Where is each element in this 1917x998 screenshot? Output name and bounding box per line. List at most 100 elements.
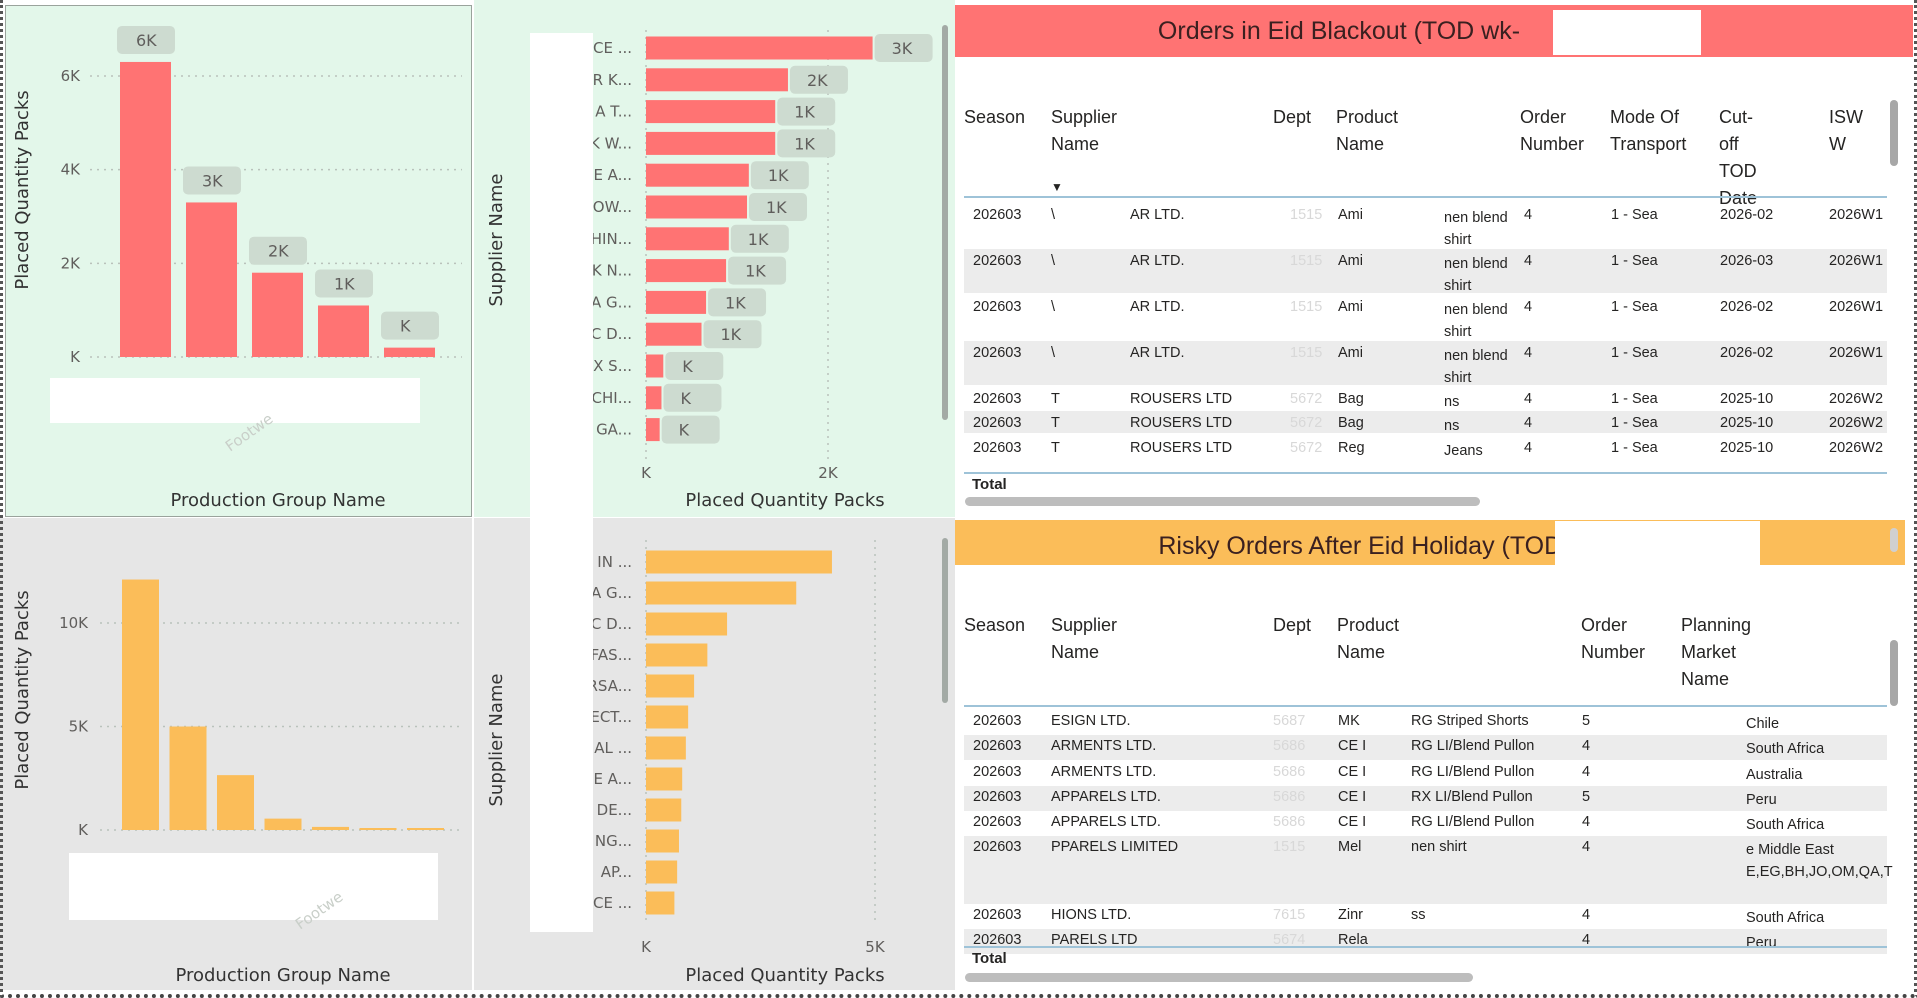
vertical-scrollbar[interactable]: [1890, 528, 1898, 552]
vertical-scrollbar[interactable]: [942, 25, 948, 420]
bar[interactable]: [646, 612, 728, 636]
product-cell: RG Striped Shorts: [1411, 713, 1529, 729]
planning-market-cell: Chile: [1746, 713, 1779, 735]
bar[interactable]: [318, 305, 369, 357]
table-row[interactable]: 202603 PARELS LTD 5674 Rela 4 Peru: [0, 929, 1917, 954]
x-tick-label: 5K: [865, 938, 886, 956]
bar[interactable]: [120, 61, 171, 357]
y-tick-label: K W...: [590, 134, 632, 152]
bar[interactable]: [646, 418, 660, 442]
bar[interactable]: [264, 818, 302, 830]
bar[interactable]: [122, 579, 159, 830]
bar[interactable]: [646, 860, 678, 884]
bar[interactable]: [646, 643, 708, 667]
data-label-bg: [749, 193, 808, 221]
table-row[interactable]: 202603 ARMENTS LTD. 5686 CE I RG LI/Blend Pu…: [0, 761, 1917, 786]
table-row[interactable]: 202603 APPARELS LTD. 5686 CE I RX LI/Blend P…: [0, 786, 1917, 811]
bar[interactable]: [646, 891, 675, 915]
x-axis-title: Production Group Name: [170, 490, 385, 511]
bar[interactable]: [186, 202, 237, 357]
bar[interactable]: [359, 828, 397, 830]
bar[interactable]: [646, 36, 873, 60]
product-cell: nen blend shirt: [1444, 299, 1508, 343]
bar[interactable]: [646, 674, 695, 698]
table-row[interactable]: 202603 PPARELS LIMITED 1515 Mel nen shirt 4 e …: [0, 836, 1917, 904]
bar[interactable]: [646, 354, 664, 378]
mode-of-transport-cell: 1 - Sea: [1611, 207, 1658, 223]
season-cell: 202603: [973, 789, 1022, 805]
column-header-line: Order: [1520, 107, 1567, 127]
bar[interactable]: [646, 131, 776, 155]
horizontal-scrollbar[interactable]: [965, 973, 1473, 982]
column-header-line: Transport: [1610, 134, 1687, 154]
order-number-cell: 4: [1582, 907, 1591, 923]
supplier-cell: \: [1051, 345, 1056, 361]
column-header-line: Dept: [1273, 107, 1312, 127]
bar[interactable]: [646, 227, 729, 251]
data-label: K: [680, 389, 691, 408]
product-cell-line: ns: [1444, 418, 1460, 434]
product-cell: Reg: [1338, 440, 1365, 456]
vertical-scrollbar[interactable]: [1890, 640, 1898, 706]
isw-week-cell: 2026W1: [1829, 253, 1884, 269]
bar[interactable]: [646, 829, 679, 853]
vertical-scrollbar[interactable]: [942, 538, 948, 703]
table-row[interactable]: 202603 T ROUSERS LTD 5672 Bag ns 4 1 - Sea 2025-…: [0, 387, 1917, 410]
table-row[interactable]: 202603 HIONS LTD. 7615 Zinr ss 4 South Africa: [0, 904, 1917, 929]
bar[interactable]: [646, 736, 686, 760]
bar[interactable]: [252, 272, 303, 357]
cutoff-date-cell: 2025-10: [1720, 415, 1774, 431]
header-underline: [964, 705, 1887, 707]
horizontal-scrollbar[interactable]: [965, 497, 1480, 506]
column-header-line: Season: [964, 615, 1026, 635]
bar[interactable]: [217, 775, 254, 830]
redaction-box: [50, 378, 420, 423]
bar[interactable]: [646, 68, 788, 92]
bar[interactable]: [384, 347, 435, 357]
vertical-scrollbar[interactable]: [1890, 100, 1898, 166]
data-label: 3K: [892, 39, 913, 58]
column-header: ISW W: [1829, 104, 1863, 158]
bar[interactable]: [646, 386, 662, 410]
bar[interactable]: [646, 581, 797, 605]
data-label: K: [400, 317, 411, 336]
chart-panel-blackout-group[interactable]: [5, 5, 472, 517]
data-label: 2K: [807, 71, 828, 90]
sort-descending-icon[interactable]: ▼: [1051, 180, 1063, 194]
bar[interactable]: [646, 259, 727, 283]
product-cell: RG LI/Blend Pullon: [1411, 764, 1535, 780]
bar[interactable]: [407, 828, 444, 830]
table-row[interactable]: 202603 \ AR LTD. 1515 Ami nen blend shirt 4 1 - …: [0, 203, 1917, 248]
bar[interactable]: [646, 767, 683, 791]
product-cell: nen blend shirt: [1444, 345, 1508, 389]
bar[interactable]: [646, 705, 689, 729]
table-row[interactable]: 202603 ARMENTS LTD. 5686 CE I RG LI/Blend Pu…: [0, 735, 1917, 760]
dept-cell: 1515: [1273, 839, 1306, 855]
bar[interactable]: [646, 290, 707, 314]
table-row[interactable]: 202603 \ AR LTD. 1515 Ami nen blend shirt 4 1 - …: [0, 341, 1917, 386]
bar[interactable]: [646, 163, 749, 187]
data-label: 1K: [794, 103, 815, 122]
bar[interactable]: [169, 726, 207, 831]
table-row[interactable]: 202603 APPARELS LTD. 5686 CE I RG LI/Blend P…: [0, 811, 1917, 836]
table-row[interactable]: 202603 T ROUSERS LTD 5672 Reg Jeans 4 1 - Sea 20…: [0, 436, 1917, 459]
product-cell: MK: [1338, 713, 1360, 729]
supplier-cell: AR LTD.: [1130, 345, 1185, 361]
bar[interactable]: [646, 322, 702, 346]
product-cell-line: shirt: [1444, 324, 1472, 340]
bar[interactable]: [646, 100, 776, 124]
product-cell-line: ns: [1444, 394, 1460, 410]
y-tick-label: FAS...: [591, 646, 632, 664]
bar[interactable]: [312, 826, 349, 830]
bar[interactable]: [646, 550, 832, 574]
table-row[interactable]: 202603 \ AR LTD. 1515 Ami nen blend shirt 4 1 - …: [0, 295, 1917, 340]
bar[interactable]: [646, 195, 748, 219]
season-cell: 202603: [973, 415, 1022, 431]
table-row[interactable]: 202603 T ROUSERS LTD 5672 Bag ns 4 1 - Sea 2025-…: [0, 411, 1917, 434]
row-background: [964, 735, 1887, 760]
table-row[interactable]: 202603 \ AR LTD. 1515 Ami nen blend shirt 4 1 - …: [0, 249, 1917, 294]
y-tick-label: 5K: [69, 718, 90, 736]
table-row[interactable]: 202603 ESIGN LTD. 5687 MK RG Striped Shorts 5…: [0, 710, 1917, 735]
bar[interactable]: [646, 798, 682, 822]
supplier-cell: ARMENTS LTD.: [1051, 764, 1157, 780]
